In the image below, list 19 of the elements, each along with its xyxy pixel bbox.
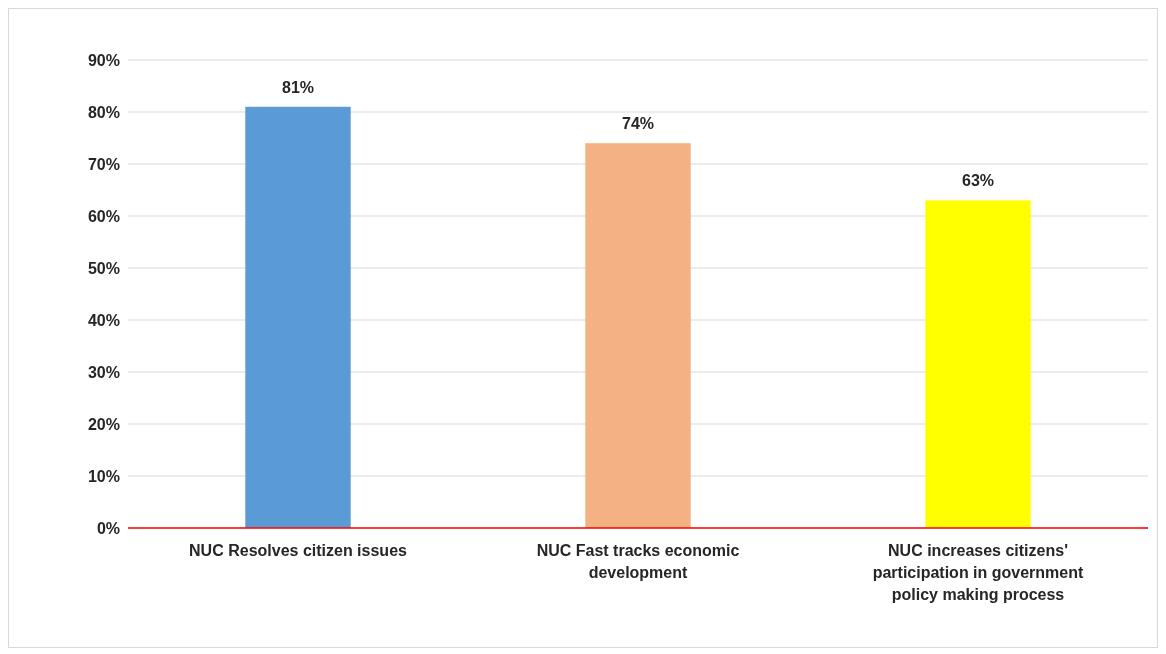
y-tick-label: 90% (87, 51, 120, 69)
bar (585, 143, 691, 528)
data-label: 63% (961, 172, 995, 190)
bar (925, 200, 1031, 528)
y-tick-label: 0% (96, 519, 120, 537)
data-label: 81% (281, 78, 315, 96)
y-tick-label: 60% (87, 207, 120, 225)
y-tick-label: 20% (87, 415, 120, 433)
x-tick-label: NUC Resolves citizen issues (189, 542, 408, 559)
y-tick-label: 50% (87, 259, 120, 277)
y-tick-label: 80% (87, 103, 120, 121)
y-tick-label: 30% (87, 363, 120, 381)
x-tick-label: NUC increases citizens' participation in government policy making process (872, 542, 1085, 603)
x-tick-label: NUC Fast tracks economic development (536, 542, 740, 581)
bar (245, 106, 351, 528)
y-tick-label: 10% (87, 467, 120, 485)
y-tick-label: 40% (87, 311, 120, 329)
y-tick-label: 70% (87, 155, 120, 173)
data-label: 74% (621, 115, 655, 133)
